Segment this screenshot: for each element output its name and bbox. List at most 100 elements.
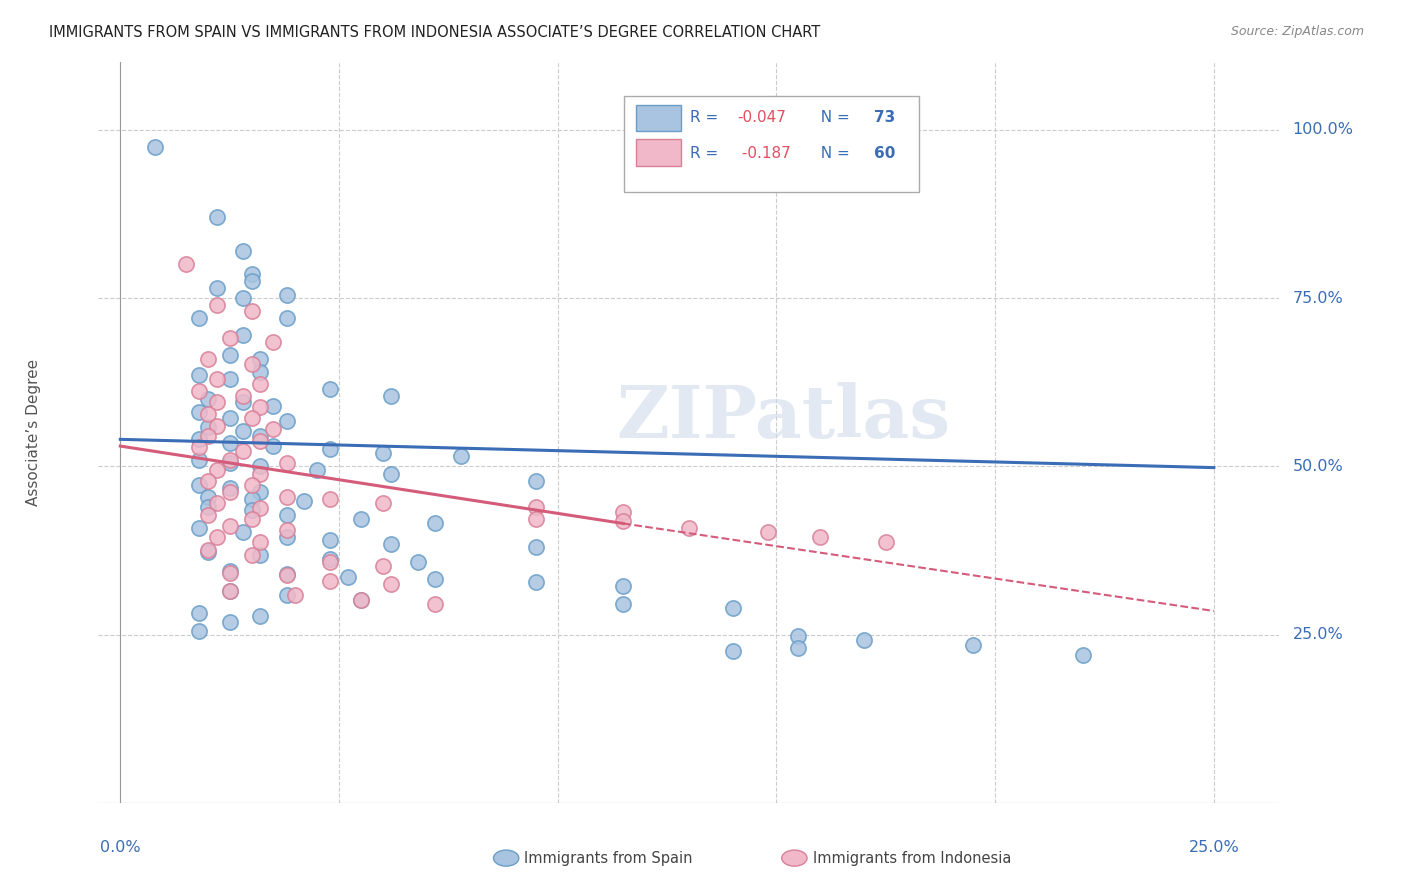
Text: IMMIGRANTS FROM SPAIN VS IMMIGRANTS FROM INDONESIA ASSOCIATE’S DEGREE CORRELATIO: IMMIGRANTS FROM SPAIN VS IMMIGRANTS FROM… xyxy=(49,25,821,40)
Point xyxy=(276,530,298,544)
Point xyxy=(218,331,240,345)
Text: 25.0%: 25.0% xyxy=(1188,840,1239,855)
Point xyxy=(612,579,634,593)
Point xyxy=(188,521,211,535)
Text: Associate’s Degree: Associate’s Degree xyxy=(25,359,41,506)
Point xyxy=(197,543,219,558)
Text: -0.187: -0.187 xyxy=(737,146,792,161)
Point xyxy=(218,348,240,362)
Text: 50.0%: 50.0% xyxy=(1292,458,1343,474)
Point xyxy=(232,244,254,258)
Point xyxy=(218,435,240,450)
Point xyxy=(612,597,634,611)
Point xyxy=(174,257,197,271)
Text: N =: N = xyxy=(811,146,855,161)
Text: 60: 60 xyxy=(875,146,896,161)
Point xyxy=(319,382,342,396)
Point xyxy=(205,530,228,544)
Point xyxy=(350,512,373,526)
Point xyxy=(218,484,240,499)
Point xyxy=(249,608,271,623)
Text: 73: 73 xyxy=(875,111,896,126)
Point xyxy=(319,555,342,569)
Point xyxy=(240,548,263,562)
Point xyxy=(205,298,228,312)
Point xyxy=(249,351,271,366)
Text: N =: N = xyxy=(811,111,855,126)
Point xyxy=(218,615,240,630)
Point xyxy=(276,523,298,537)
Point xyxy=(240,304,263,318)
Text: Immigrants from Spain: Immigrants from Spain xyxy=(524,851,693,865)
Point xyxy=(205,496,228,510)
Point xyxy=(721,644,744,658)
Point xyxy=(292,494,315,508)
Point xyxy=(524,575,547,590)
Point xyxy=(218,410,240,425)
Point xyxy=(262,334,284,349)
Point xyxy=(524,500,547,514)
Point xyxy=(319,533,342,548)
Point xyxy=(240,357,263,371)
Point xyxy=(319,552,342,566)
Point xyxy=(232,389,254,403)
Point xyxy=(249,365,271,379)
Text: Source: ZipAtlas.com: Source: ZipAtlas.com xyxy=(1230,25,1364,38)
Point xyxy=(197,474,219,488)
Point xyxy=(249,434,271,448)
Point xyxy=(240,274,263,288)
Point xyxy=(197,407,219,421)
Point xyxy=(143,139,166,153)
Point xyxy=(276,508,298,522)
Point xyxy=(197,392,219,406)
Point xyxy=(240,478,263,492)
Text: Immigrants from Indonesia: Immigrants from Indonesia xyxy=(813,851,1011,865)
Point xyxy=(276,568,298,582)
Point xyxy=(188,433,211,447)
Point xyxy=(350,592,373,607)
Point xyxy=(249,534,271,549)
Point xyxy=(319,574,342,588)
Point xyxy=(450,449,472,463)
Point xyxy=(205,211,228,225)
Point xyxy=(1071,648,1094,662)
Point xyxy=(524,540,547,554)
Point xyxy=(612,505,634,519)
Point xyxy=(249,501,271,516)
Text: 100.0%: 100.0% xyxy=(1292,122,1354,137)
Point xyxy=(319,442,342,457)
Point xyxy=(336,570,359,584)
Text: 75.0%: 75.0% xyxy=(1292,291,1343,305)
Point xyxy=(218,564,240,578)
Point xyxy=(276,311,298,326)
Point xyxy=(188,384,211,398)
Point xyxy=(262,399,284,413)
Point xyxy=(787,629,810,643)
Point xyxy=(962,638,984,652)
Point xyxy=(232,328,254,343)
Point xyxy=(205,372,228,386)
FancyBboxPatch shape xyxy=(624,95,920,192)
Text: 25.0%: 25.0% xyxy=(1292,627,1343,642)
Point xyxy=(232,395,254,409)
Point xyxy=(249,467,271,482)
Point xyxy=(852,632,875,647)
Point xyxy=(197,545,219,559)
Point xyxy=(756,525,779,540)
Point xyxy=(188,478,211,492)
Point xyxy=(276,566,298,581)
Point xyxy=(350,592,373,607)
Point xyxy=(240,491,263,506)
Point xyxy=(276,456,298,470)
Point xyxy=(218,481,240,495)
Text: R =: R = xyxy=(690,111,723,126)
Point xyxy=(425,572,447,586)
Point xyxy=(218,566,240,580)
Point xyxy=(371,558,394,573)
Point xyxy=(380,536,402,550)
Point xyxy=(240,512,263,526)
Point xyxy=(188,311,211,326)
Point xyxy=(240,410,263,425)
Point xyxy=(262,439,284,453)
Point xyxy=(307,462,329,476)
